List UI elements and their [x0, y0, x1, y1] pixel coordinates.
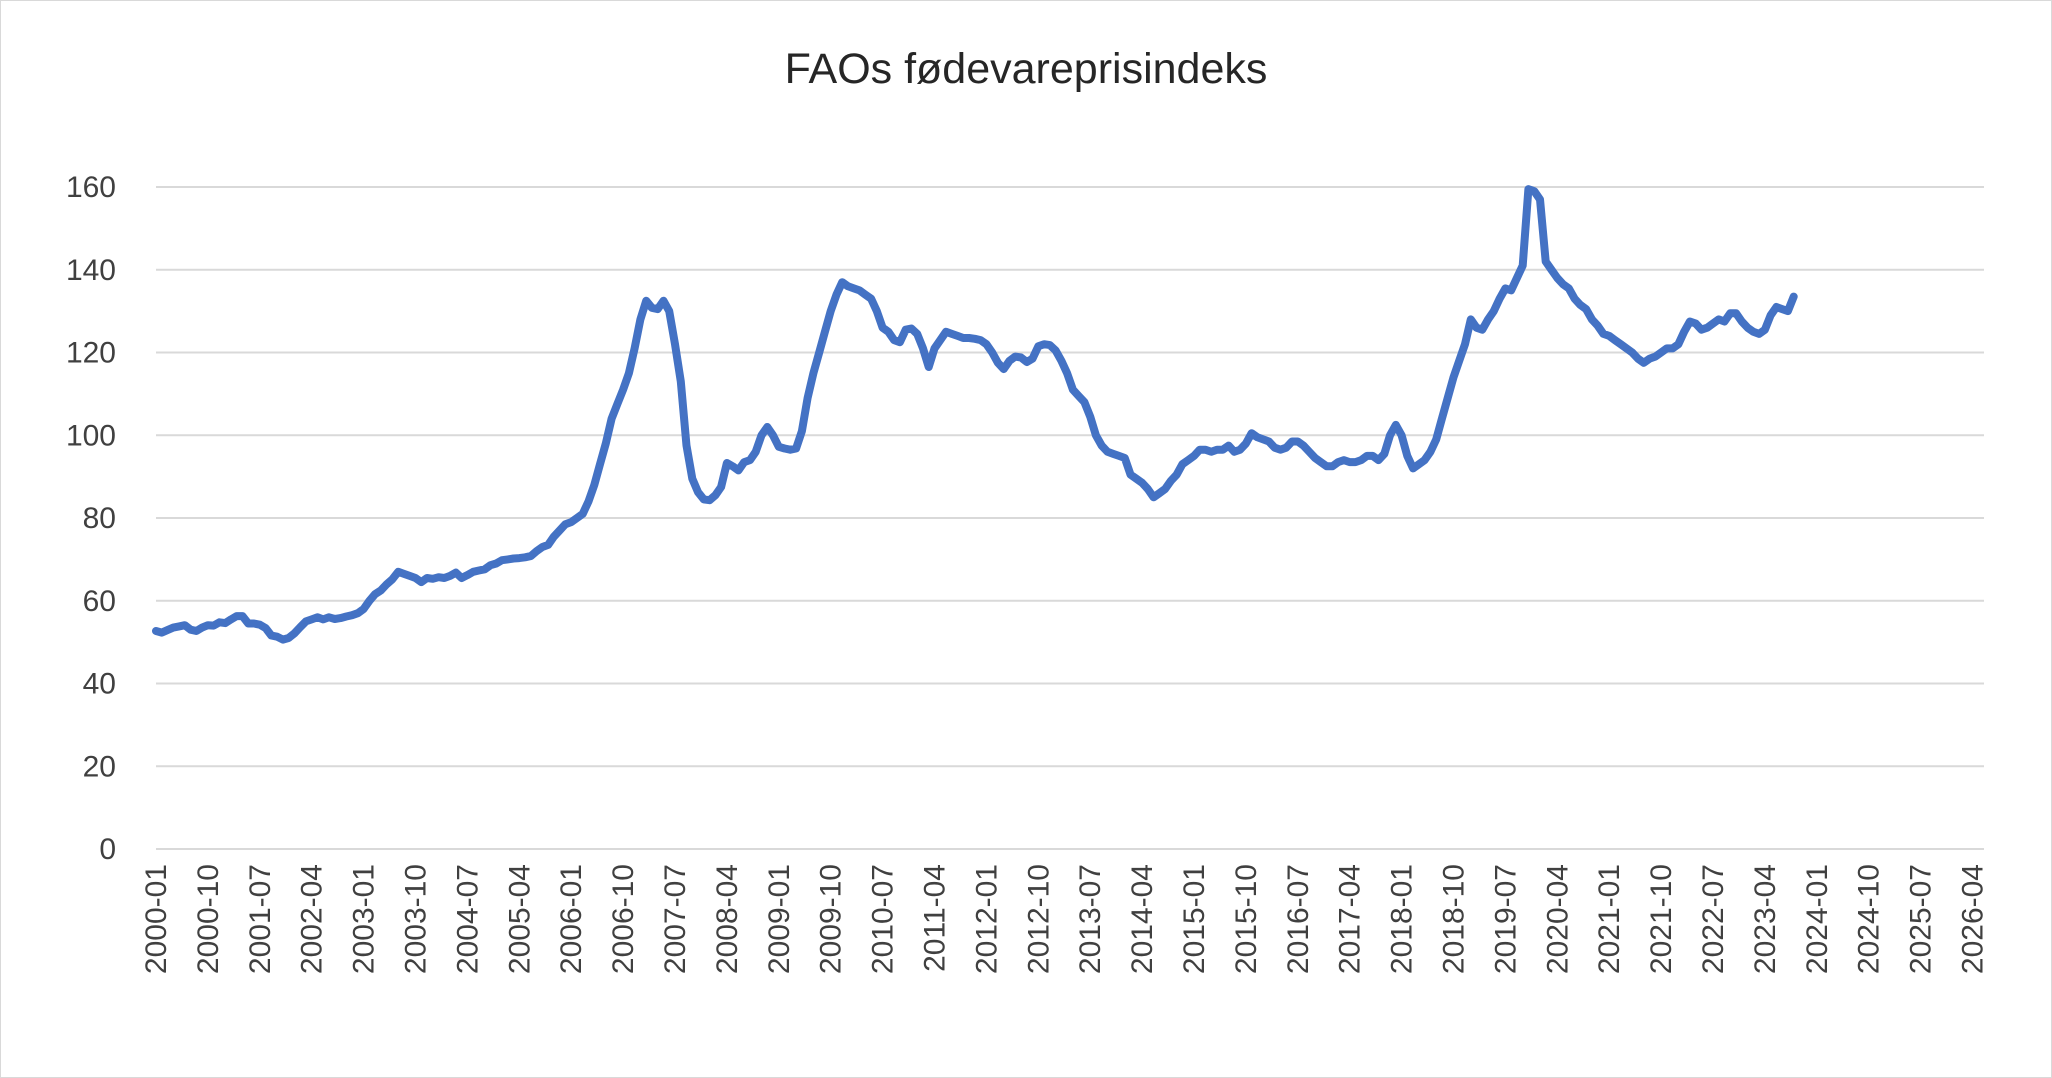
x-tick-label: 2016-07 — [1282, 864, 1315, 974]
x-axis-tick-labels: 2000-01 2000-10 2001-07 2002-04 2003-01 2003-… — [140, 864, 1989, 974]
y-tick-label: 160 — [66, 171, 116, 204]
y-tick-label: 0 — [99, 833, 116, 866]
x-tick-label: 2017-04 — [1334, 864, 1367, 974]
x-tick-label: 2005-04 — [503, 864, 536, 974]
y-tick-label: 40 — [83, 668, 116, 701]
x-tick-label: 2012-01 — [970, 864, 1003, 974]
x-tick-label: 2008-04 — [711, 864, 744, 974]
x-tick-label: 2019-07 — [1489, 864, 1522, 974]
x-tick-label: 2010-07 — [867, 864, 900, 974]
y-tick-label: 60 — [83, 585, 116, 618]
x-tick-label: 2004-07 — [451, 864, 484, 974]
x-tick-label: 2011-04 — [918, 864, 951, 972]
x-tick-label: 2021-10 — [1645, 864, 1678, 974]
x-tick-label: 2009-10 — [815, 864, 848, 974]
x-tick-label: 2025-07 — [1905, 864, 1938, 974]
y-tick-label: 20 — [83, 750, 116, 783]
x-tick-label: 2024-01 — [1801, 864, 1834, 974]
x-tick-label: 2006-10 — [607, 864, 640, 974]
x-tick-label: 2009-01 — [763, 864, 796, 974]
x-tick-label: 2001-07 — [244, 864, 277, 974]
x-tick-label: 2026-04 — [1956, 864, 1989, 974]
x-tick-label: 2024-10 — [1853, 864, 1886, 974]
x-tick-label: 2018-01 — [1386, 864, 1419, 974]
chart-title: FAOs fødevareprisindeks — [785, 45, 1268, 93]
series-line — [152, 185, 1798, 644]
x-tick-label: 2012-10 — [1022, 864, 1055, 974]
y-tick-label: 100 — [66, 419, 116, 452]
x-tick-label: 2023-04 — [1749, 864, 1782, 974]
x-tick-label: 2007-07 — [659, 864, 692, 974]
y-tick-label: 80 — [83, 502, 116, 535]
x-tick-label: 2015-01 — [1178, 864, 1211, 974]
x-tick-label: 2018-10 — [1437, 864, 1470, 974]
x-tick-label: 2014-04 — [1126, 864, 1159, 974]
y-axis-tick-labels: 0 20 40 60 80 100 120 140 160 — [66, 171, 116, 866]
y-tick-label: 120 — [66, 337, 116, 370]
x-tick-label: 2006-01 — [555, 864, 588, 974]
x-tick-label: 2021-01 — [1593, 864, 1626, 974]
x-tick-label: 2022-07 — [1697, 864, 1730, 974]
x-tick-label: 2015-10 — [1230, 864, 1263, 974]
x-tick-label: 2013-07 — [1074, 864, 1107, 974]
x-tick-label: 2000-10 — [192, 864, 225, 974]
x-tick-label: 2002-04 — [296, 864, 329, 974]
y-tick-label: 140 — [66, 254, 116, 287]
x-tick-label: 2000-01 — [140, 864, 173, 974]
series-layer — [152, 185, 1798, 644]
x-tick-label: 2020-04 — [1541, 864, 1574, 974]
x-tick-label: 2003-10 — [399, 864, 432, 974]
x-tick-label: 2003-01 — [348, 864, 381, 974]
gridlines — [156, 186, 1984, 850]
